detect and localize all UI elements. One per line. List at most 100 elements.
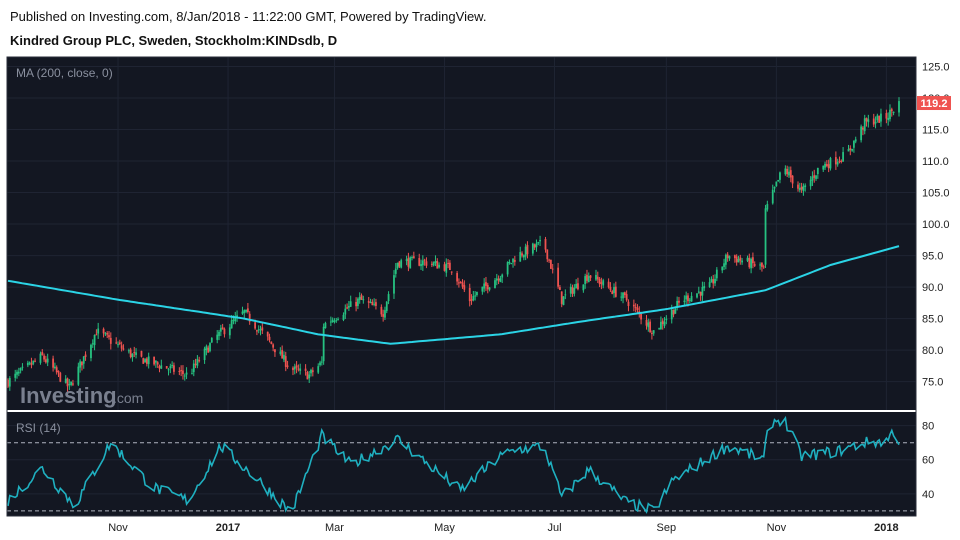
candle-body <box>822 165 825 170</box>
candle-body <box>761 262 763 267</box>
candle-body <box>560 291 563 304</box>
candle-body <box>261 327 264 331</box>
candle-body <box>771 189 774 204</box>
candle-body <box>721 266 724 271</box>
candle-body <box>885 113 888 119</box>
candle-body <box>34 360 36 362</box>
candle-body <box>117 344 119 346</box>
candle-body <box>84 354 87 358</box>
candle-body <box>191 373 193 375</box>
candle-body <box>70 381 73 385</box>
time-tick-label: May <box>434 522 455 534</box>
candle-body <box>488 287 491 290</box>
price-pane-background <box>7 57 916 410</box>
candle-body <box>393 275 395 294</box>
candle-body <box>448 262 451 271</box>
candle-body <box>587 276 590 282</box>
candle-body <box>295 365 298 368</box>
price-tick-label: 90.0 <box>922 282 943 294</box>
candle-body <box>115 342 118 344</box>
candle-body <box>373 303 376 305</box>
candle-body <box>154 360 157 363</box>
candle-body <box>889 109 891 120</box>
candle-body <box>72 383 74 385</box>
candle-body <box>658 328 661 330</box>
candle-body <box>537 241 540 244</box>
candle-body <box>789 170 792 178</box>
candle-body <box>735 256 738 263</box>
candle-body <box>824 163 826 168</box>
candle-body <box>611 291 614 294</box>
candle-body <box>43 355 45 360</box>
candle-body <box>632 304 635 307</box>
candle-body <box>90 344 92 359</box>
candle-body <box>28 362 31 364</box>
chart-border <box>6 56 917 517</box>
candle-body <box>68 384 71 386</box>
candle-body <box>207 347 210 353</box>
candle-body <box>485 282 487 286</box>
candle-body <box>333 320 336 322</box>
candle-body <box>8 377 11 387</box>
candle-body <box>476 291 478 296</box>
candle-body <box>663 321 666 326</box>
candle-body <box>153 356 155 365</box>
candle-body <box>140 350 143 357</box>
candle-body <box>773 186 776 189</box>
candle-body <box>766 204 769 210</box>
candle-body <box>791 175 794 184</box>
price-pane[interactable]: MA (200, close, 0) Investing .com <box>7 57 916 516</box>
candle-body <box>531 243 534 254</box>
candle-body <box>708 282 711 287</box>
candle-body <box>52 358 54 368</box>
candle-body <box>849 148 852 151</box>
candle-body <box>59 372 62 382</box>
rsi-pane[interactable]: RSI (14) <box>7 412 916 516</box>
candle-body <box>219 328 222 332</box>
candle-body <box>347 306 350 308</box>
candle-body <box>636 307 639 311</box>
candle-body <box>739 257 742 261</box>
candle-body <box>660 321 662 330</box>
candle-body <box>762 266 765 268</box>
rsi-indicator-label: RSI (14) <box>16 421 61 435</box>
candle-body <box>102 328 105 334</box>
candle-body <box>712 279 715 284</box>
time-tick-label: 2017 <box>216 522 240 534</box>
candle-body <box>809 179 812 187</box>
candle-body <box>586 274 588 281</box>
candle-body <box>521 253 523 256</box>
candle-body <box>811 176 814 181</box>
candle-body <box>230 320 233 329</box>
candle-body <box>898 101 900 113</box>
candle-body <box>438 264 440 268</box>
candle-body <box>647 322 650 328</box>
candle-body <box>246 308 249 313</box>
candle-body <box>892 111 895 113</box>
price-tick-label: 80.0 <box>922 345 943 357</box>
candle-body <box>324 322 327 329</box>
candle-body <box>546 249 549 260</box>
candle-body <box>394 268 397 274</box>
candle-body <box>144 359 146 363</box>
candle-body <box>564 294 567 296</box>
candle-body <box>685 295 688 300</box>
candle-body <box>788 171 790 176</box>
candle-body <box>620 296 623 298</box>
candle-body <box>203 348 206 361</box>
candle-body <box>508 261 511 263</box>
candle-body <box>283 354 285 360</box>
candle-body <box>625 294 628 301</box>
candle-body <box>369 302 372 304</box>
candle-body <box>474 295 477 297</box>
candle-body <box>281 350 284 359</box>
price-tick-label: 100.0 <box>922 219 950 231</box>
price-tick-label: 110.0 <box>922 156 949 168</box>
price-tick-label: 75.0 <box>922 377 943 389</box>
candle-body <box>243 310 246 313</box>
candle-body <box>458 282 460 284</box>
candle-body <box>497 278 500 281</box>
candle-body <box>779 172 781 180</box>
candle-body <box>122 348 125 350</box>
